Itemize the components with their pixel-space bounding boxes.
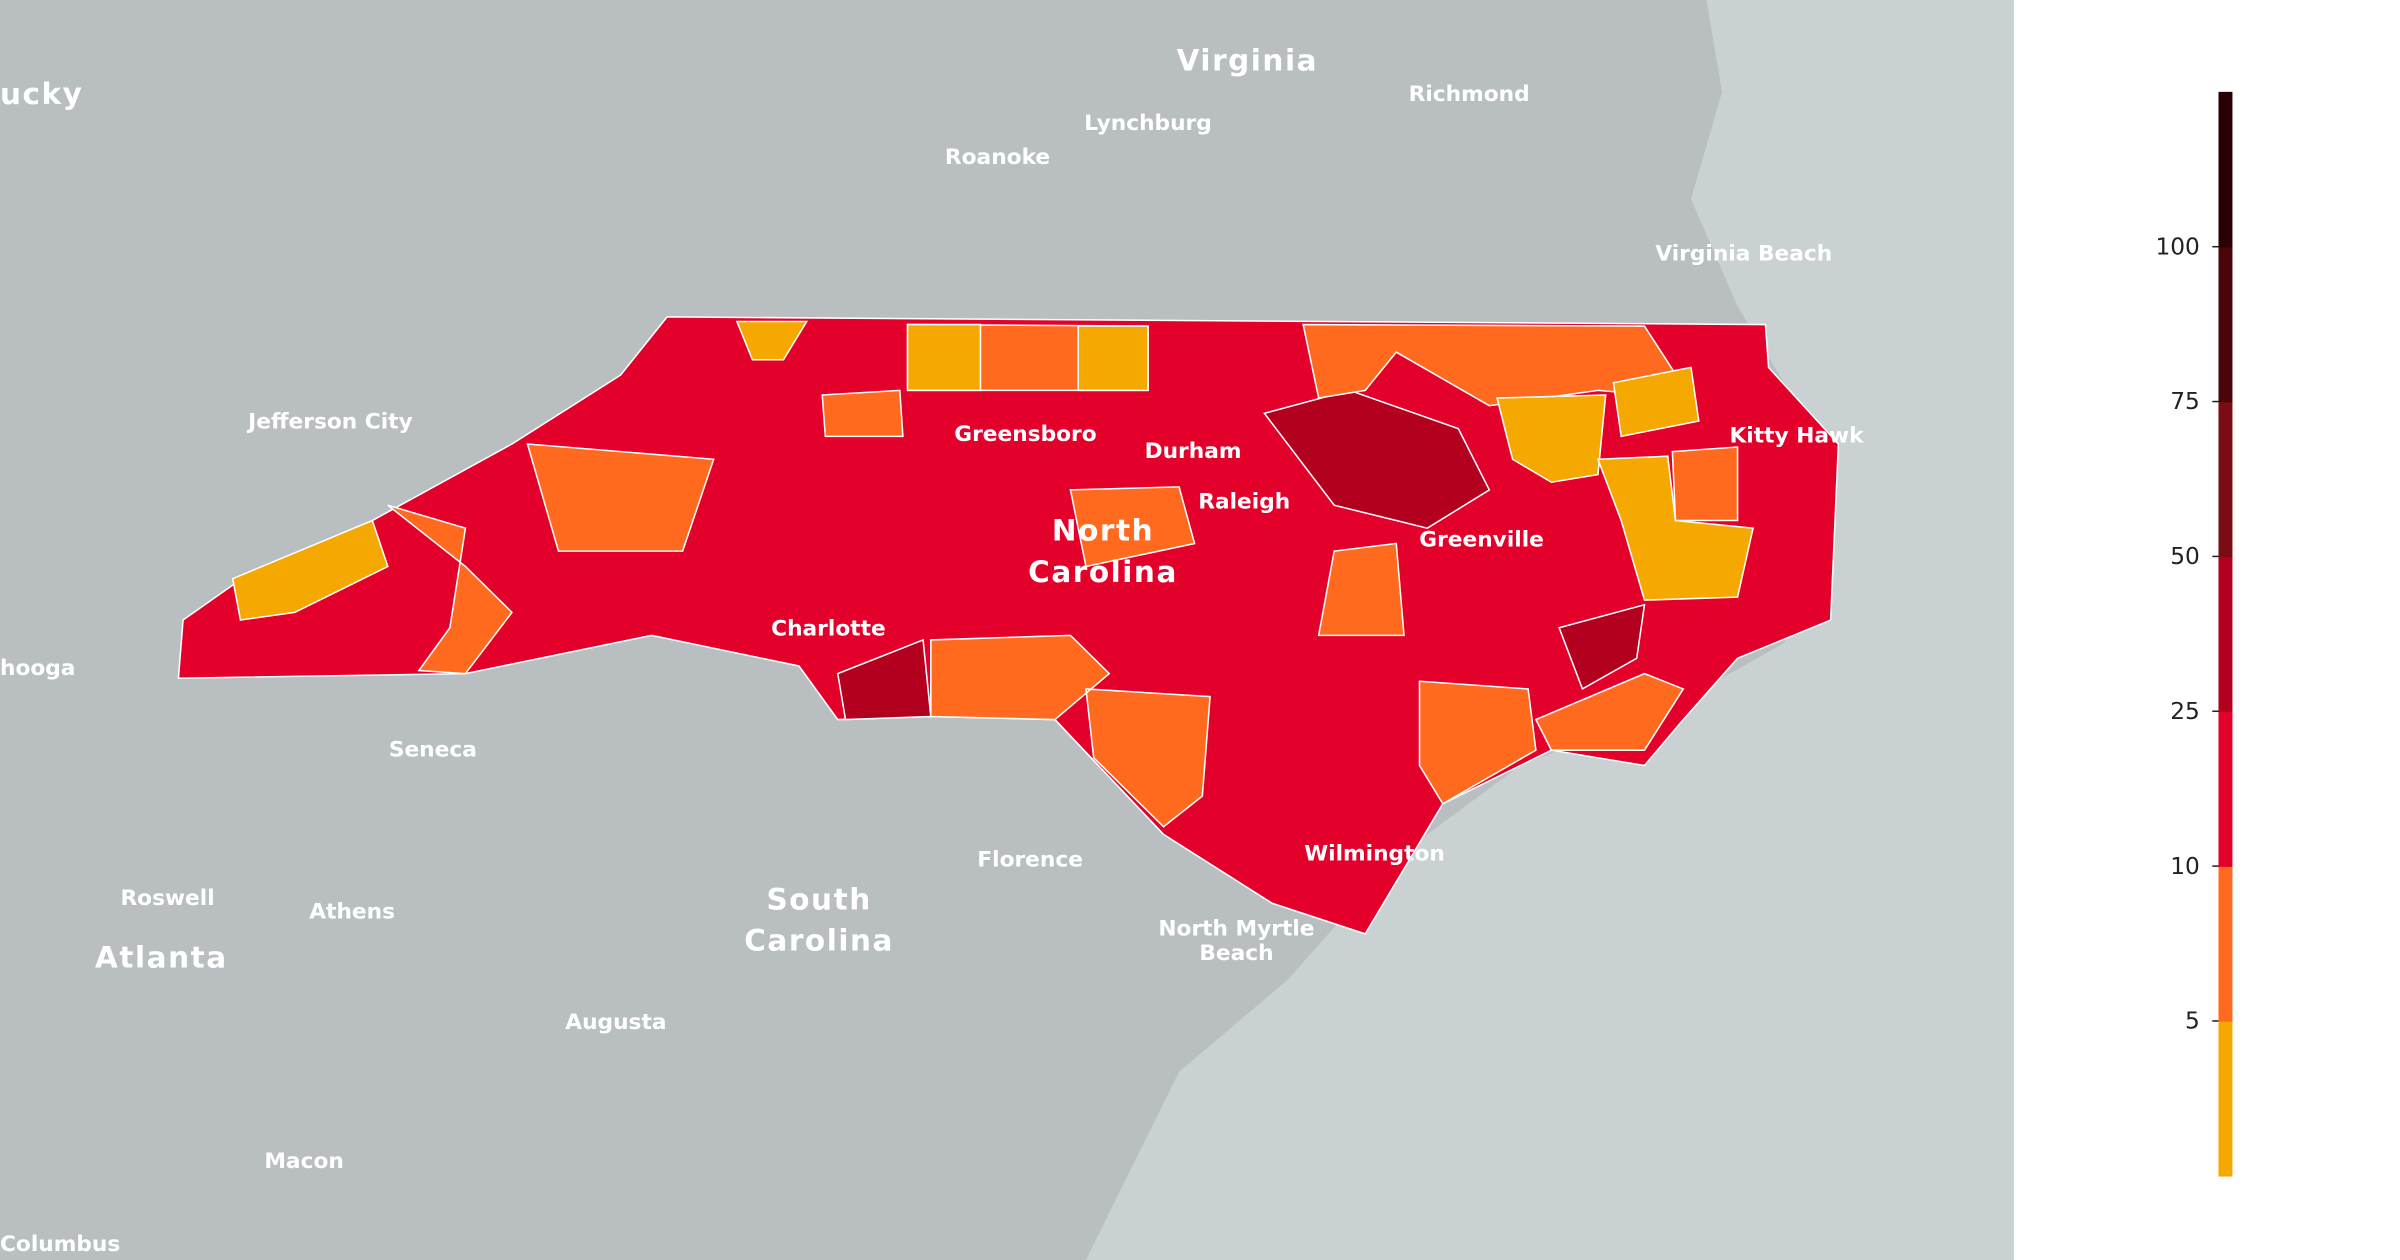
county [526,443,715,552]
legend-tick-label: 5 [2185,1009,2200,1035]
place-label: Greensboro [954,422,1096,447]
place-label: Wilmington [1304,842,1445,867]
place-label: North Myrtle [1158,917,1314,942]
place-labels: Virginia Richmond Lynchburg Roanoke Virg… [0,44,1864,1257]
place-label: Macon [264,1149,343,1174]
county [1069,486,1196,568]
county [1596,455,1755,601]
place-label: ucky [0,77,83,111]
place-label: Kitty Hawk [1729,424,1864,449]
place-label: Beach [1199,941,1273,966]
legend-swatch [2218,401,2233,558]
place-label: hooga [0,656,75,681]
place-label: Virginia Beach [1655,241,1832,266]
legend-swatch [2218,1020,2233,1177]
county [1302,323,1693,407]
legend-tick-label: 25 [2170,699,2200,725]
legend-tick-label: 10 [2170,854,2200,880]
north-carolina-counties [177,316,1840,935]
legend: 5 10 25 50 75 100 [2155,91,2233,1177]
legend-swatch [2218,711,2233,867]
place-label: Raleigh [1198,489,1290,514]
place-label: Seneca [389,737,477,762]
county [1671,446,1739,522]
place-label: Greenville [1419,528,1544,553]
county [930,634,1211,828]
county [1317,542,1685,805]
place-label: Roswell [120,886,214,911]
place-label: Florence [977,848,1083,873]
place-label: North [1052,514,1154,548]
legend-tick-label: 100 [2155,234,2199,260]
county [387,504,513,675]
legend-swatch [2218,91,2233,248]
place-label: South [767,883,872,917]
place-label: Durham [1145,439,1242,464]
ocean [1085,0,2014,1260]
place-label: Virginia [1177,44,1318,78]
county [906,323,1149,392]
place-label: Athens [309,900,395,925]
county [735,320,809,361]
legend-tick-label: 50 [2170,544,2200,570]
county [1558,603,1646,691]
county [821,389,904,438]
place-label: Lynchburg [1084,111,1212,136]
legend-swatch [2218,556,2233,713]
place-label: Richmond [1409,82,1530,107]
legend-swatch [2218,866,2233,1022]
place-label: Charlotte [771,616,886,641]
legend-swatch [2218,246,2233,403]
place-label: Jefferson City [246,410,413,435]
place-label: Augusta [565,1010,666,1035]
legend-tick-label: 75 [2170,389,2200,415]
place-label: Carolina [744,924,894,958]
place-label: Carolina [1028,555,1178,589]
place-label: Columbus [0,1232,120,1257]
county [231,519,389,621]
county [1496,366,1700,484]
place-label: Atlanta [95,941,228,975]
place-label: Roanoke [945,145,1050,170]
